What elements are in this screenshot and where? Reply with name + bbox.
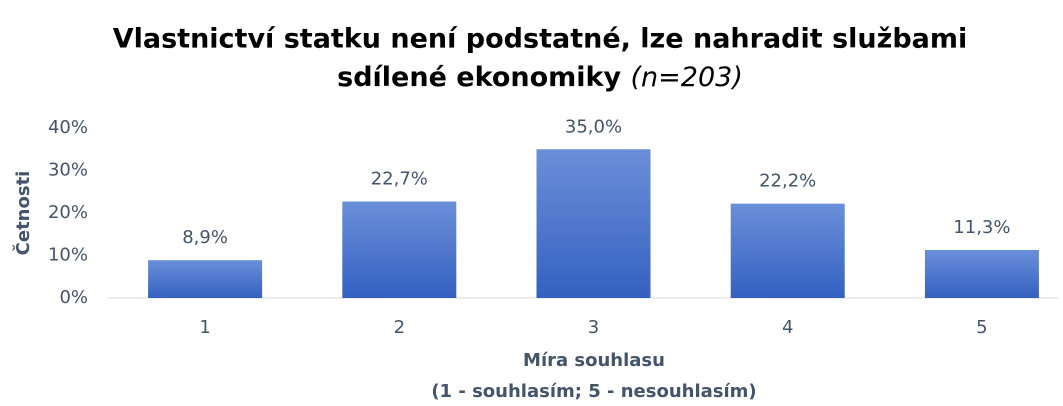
data-label: 8,9% <box>182 227 228 248</box>
title-note: (n=203) <box>631 62 743 93</box>
x-tick-label: 1 <box>199 317 210 338</box>
x-tick-label: 5 <box>976 317 987 338</box>
data-label: 22,2% <box>759 171 816 192</box>
bar <box>536 149 651 298</box>
bar <box>730 203 845 298</box>
chart-title: sdílené ekonomiky <box>337 62 621 93</box>
bar <box>342 201 457 298</box>
y-axis-label: Četnosti <box>12 171 34 256</box>
bar <box>148 260 263 298</box>
y-tick-label: 10% <box>48 245 88 266</box>
chart-title: Vlastnictví statku není podstatné, lze n… <box>113 24 968 55</box>
x-axis-label: (1 - souhlasím; 5 - nesouhlasím) <box>431 381 756 402</box>
data-label: 11,3% <box>953 217 1010 238</box>
bar <box>924 249 1039 298</box>
data-label: 22,7% <box>371 169 428 190</box>
data-label: 35,0% <box>565 116 622 137</box>
chart-title-line: sdílené ekonomiky (n=203) <box>337 62 743 93</box>
x-tick-label: 2 <box>394 317 405 338</box>
x-tick-label: 3 <box>588 317 599 338</box>
y-tick-label: 30% <box>48 160 88 181</box>
y-tick-label: 20% <box>48 202 88 223</box>
y-tick-label: 0% <box>59 287 88 308</box>
x-axis-label: Míra souhlasu <box>523 350 665 371</box>
y-tick-label: 40% <box>48 117 88 138</box>
x-tick-label: 4 <box>782 317 793 338</box>
